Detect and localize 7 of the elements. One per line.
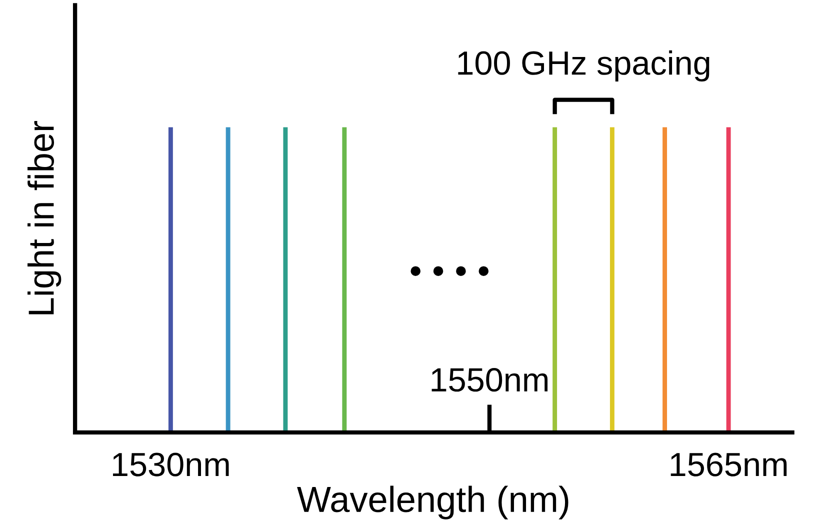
y-axis-title: Light in fiber — [28, 121, 62, 314]
x-tick-label: 1565nm — [670, 452, 787, 476]
text: 100 GHz spacing — [458, 50, 710, 82]
x-axis-title: Wavelength (nm) — [297, 486, 568, 520]
x-tick-label: 1530nm — [113, 452, 229, 476]
ref-line-label: 1550nm — [432, 368, 548, 392]
annotation: • • • • — [410, 266, 489, 276]
